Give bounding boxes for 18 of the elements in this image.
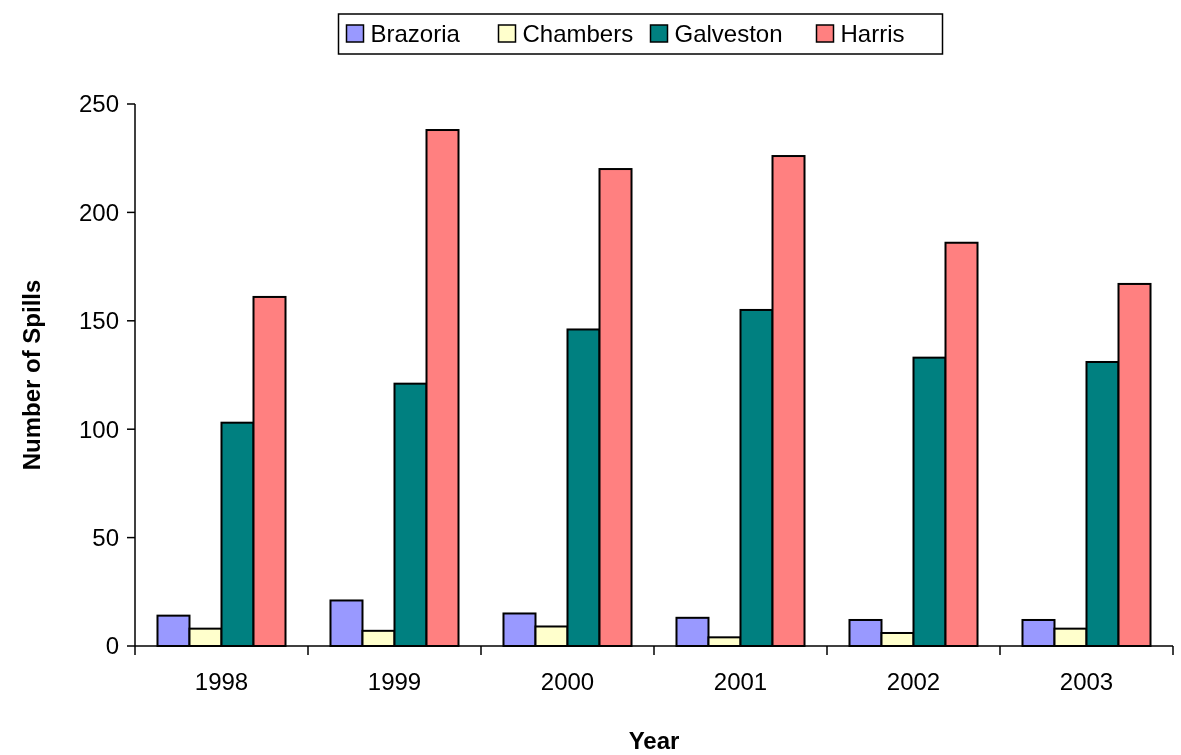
y-tick-label: 100 (78, 415, 119, 443)
y-tick-label: 50 (92, 524, 119, 551)
x-tick-label: 2002 (886, 668, 941, 695)
legend-label: Brazoria (370, 20, 461, 47)
legend-label: Chambers (522, 20, 634, 47)
x-axis-title: Year (628, 727, 680, 754)
legend-label: Harris (840, 20, 905, 47)
y-axis-title: Number of Spills (18, 279, 45, 471)
x-tick-label: 1999 (367, 668, 422, 695)
y-tick-label: 250 (78, 90, 119, 118)
y-tick-label: 150 (78, 307, 119, 335)
y-tick-label: 0 (105, 632, 119, 660)
legend-label: Galveston (674, 20, 783, 47)
x-tick-label: 1998 (194, 668, 249, 695)
y-tick-label: 200 (78, 198, 119, 226)
x-tick-label: 2000 (540, 668, 595, 695)
x-tick-label: 2003 (1059, 668, 1114, 695)
x-tick-label: 2001 (713, 668, 768, 695)
